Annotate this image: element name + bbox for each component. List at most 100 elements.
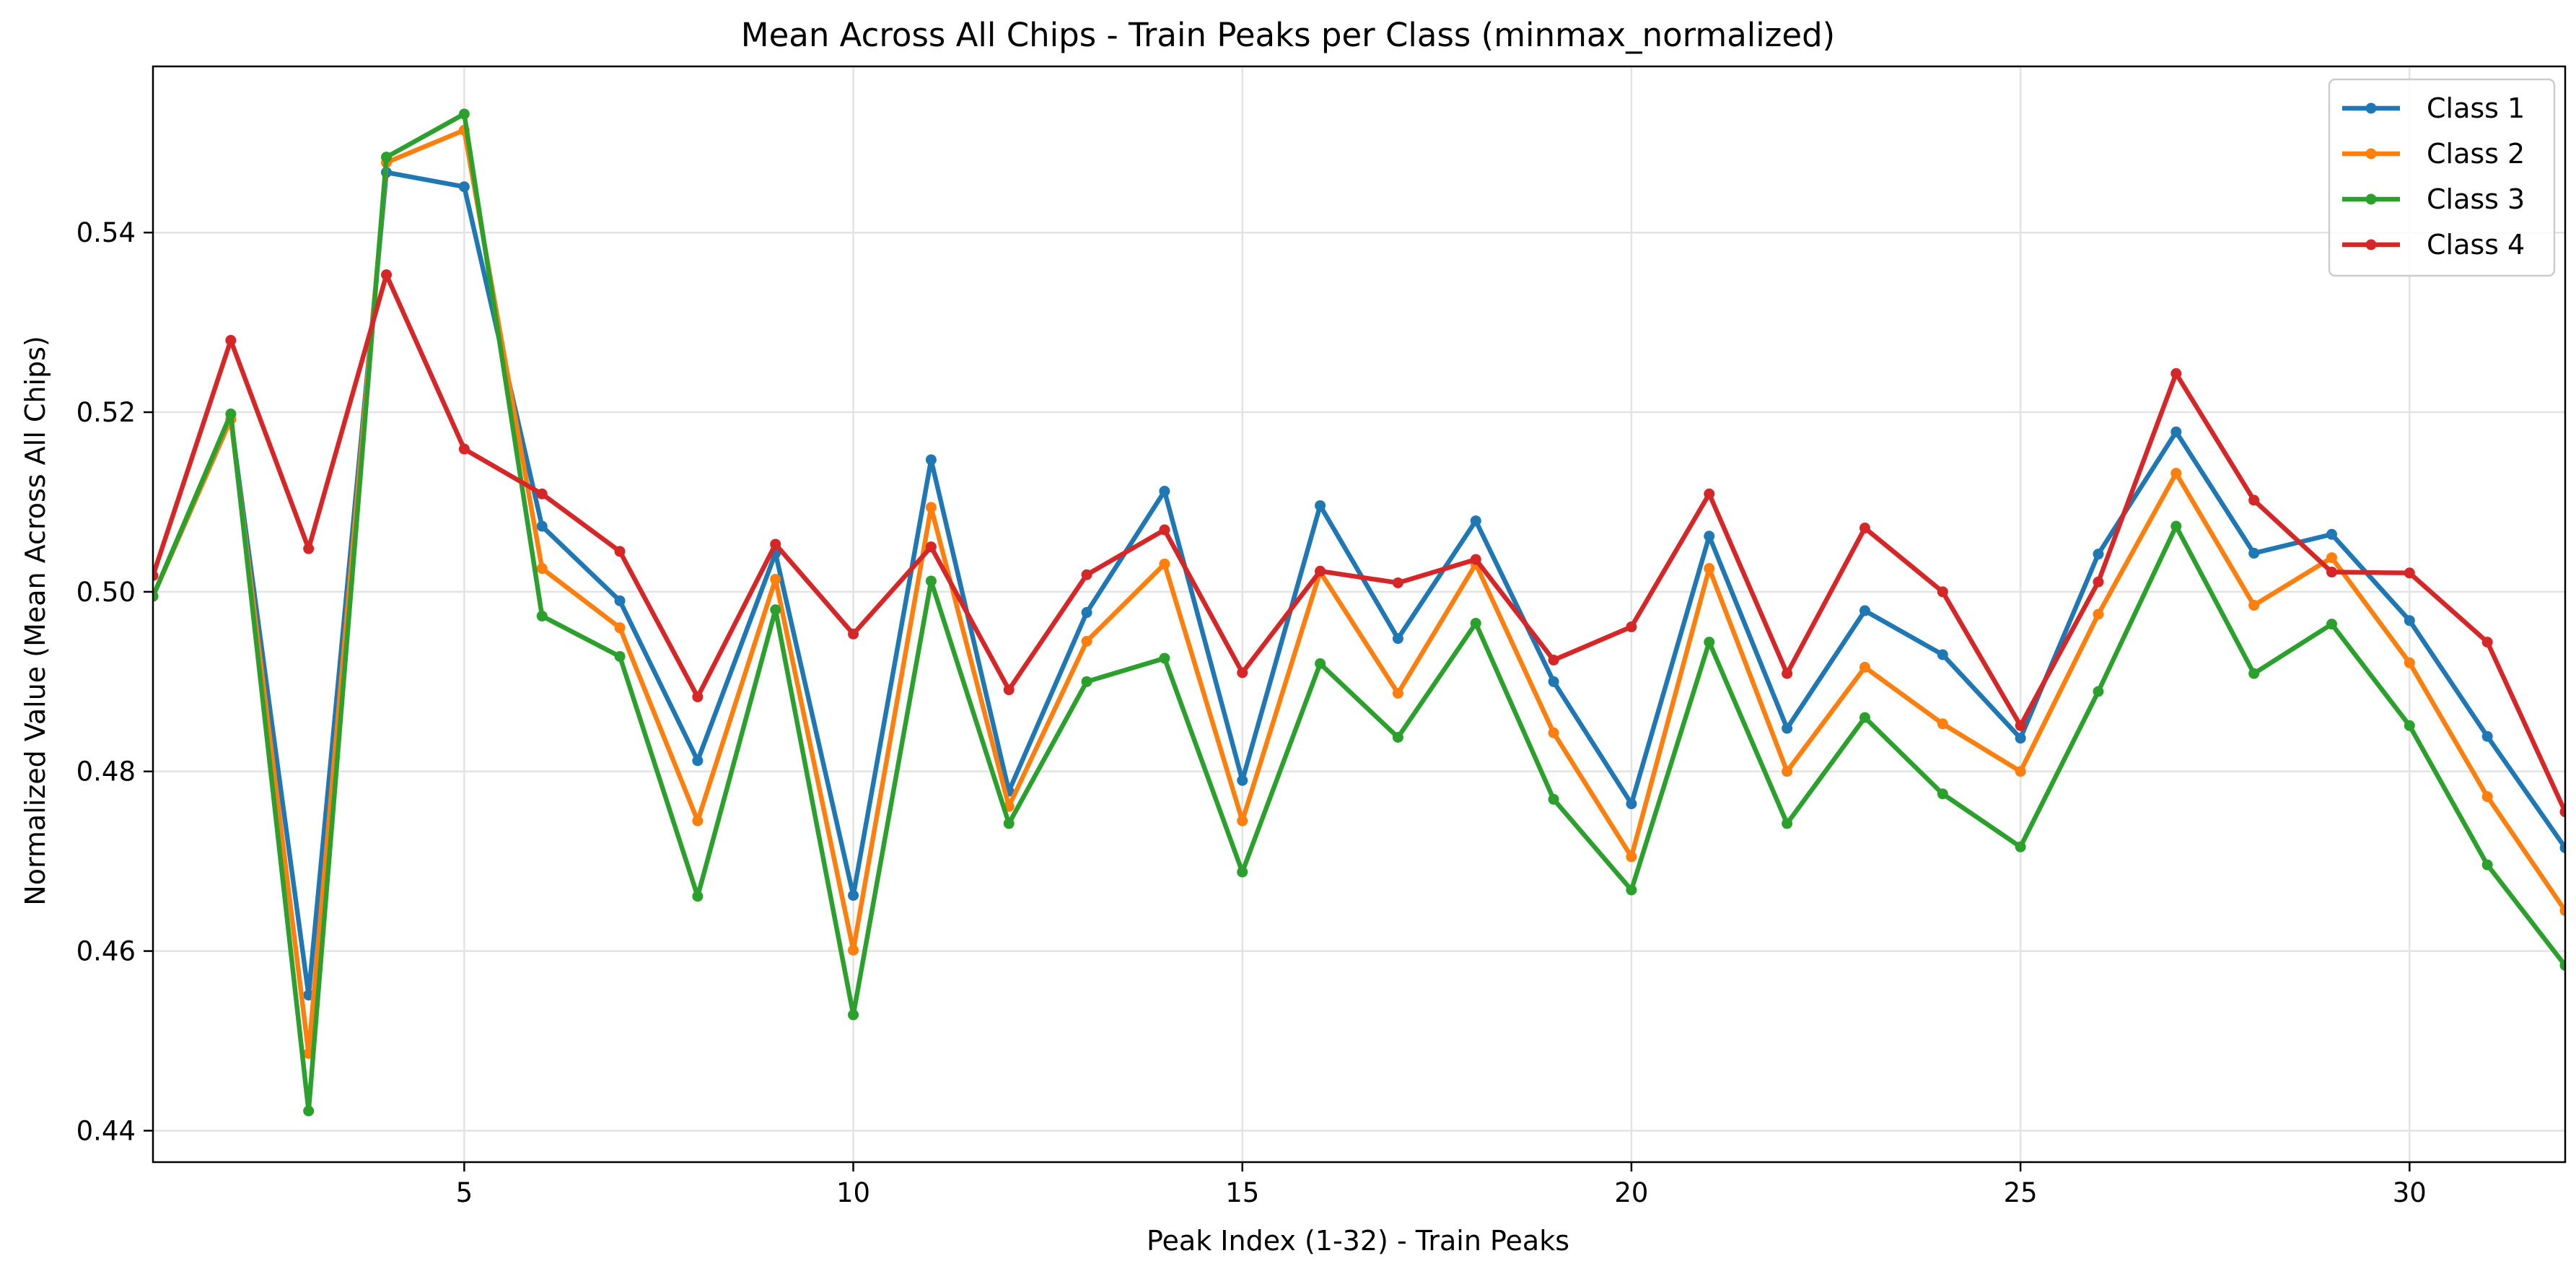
series-line (153, 170, 2565, 998)
data-point (2559, 806, 2565, 818)
data-point (1704, 637, 1715, 648)
data-point (1470, 617, 1481, 629)
data-point (1392, 731, 1403, 743)
data-point (1626, 798, 1637, 810)
data-point (848, 628, 859, 640)
y-tick-label: 0.44 (76, 1115, 136, 1146)
data-point (2326, 552, 2337, 564)
data-point (614, 622, 626, 634)
legend-swatch-marker (2365, 193, 2377, 205)
data-point (925, 541, 937, 553)
data-point (1937, 788, 1948, 800)
data-point (1859, 712, 1870, 723)
data-point (2248, 668, 2260, 679)
legend-item: Class 2 (2342, 138, 2525, 170)
data-point (1081, 569, 1092, 580)
data-point (925, 575, 937, 587)
data-point (1003, 684, 1015, 696)
data-point (2404, 720, 2415, 731)
data-point (1548, 793, 1559, 805)
data-point (1392, 577, 1403, 588)
data-point (1626, 851, 1637, 863)
data-point (1782, 668, 1793, 679)
data-point (458, 443, 470, 455)
data-point (2015, 720, 2026, 731)
data-point (2093, 549, 2104, 560)
data-point (770, 538, 781, 550)
data-point (2326, 567, 2337, 578)
data-point (1782, 818, 1793, 829)
data-point (1548, 654, 1559, 666)
data-point (1159, 524, 1170, 536)
x-axis-label: Peak Index (1-32) - Train Peaks (1147, 1225, 1569, 1257)
data-point (1782, 723, 1793, 734)
data-point (1315, 658, 1326, 669)
data-point (225, 409, 237, 420)
data-point (2093, 576, 2104, 588)
data-point (1626, 884, 1637, 896)
data-point (458, 181, 470, 193)
data-point (1159, 558, 1170, 570)
data-point (2326, 528, 2337, 540)
data-point (1704, 488, 1715, 499)
y-tick-label: 0.50 (76, 577, 136, 608)
data-point (1392, 633, 1403, 645)
data-point (1081, 607, 1092, 619)
data-point (848, 889, 859, 901)
data-point (1159, 653, 1170, 664)
data-point (614, 546, 626, 557)
data-point (1237, 775, 1248, 786)
chart-title: Mean Across All Chips - Train Peaks per … (741, 16, 1835, 54)
data-point (1237, 866, 1248, 878)
data-point (381, 269, 393, 281)
data-point (848, 1009, 859, 1021)
data-point (1859, 605, 1870, 616)
x-axis-ticks: 5 10 15 20 25 30 (456, 1162, 2427, 1208)
data-point (2481, 730, 2493, 742)
data-point (1392, 687, 1403, 699)
data-point (2481, 859, 2493, 871)
x-tick-label: 10 (836, 1177, 870, 1208)
data-point (1470, 554, 1481, 565)
data-point (1159, 486, 1170, 497)
data-point (2481, 791, 2493, 803)
legend-item: Class 4 (2342, 229, 2525, 261)
data-point (1470, 515, 1481, 527)
data-point (2404, 657, 2415, 668)
data-point (692, 815, 704, 826)
y-axis-ticks: 0.44 0.46 0.48 0.50 0.52 0.54 (76, 217, 153, 1146)
data-point (1937, 586, 1948, 598)
data-point (153, 570, 159, 581)
data-point (2170, 520, 2182, 532)
data-point (2170, 468, 2182, 479)
data-point (614, 595, 626, 606)
data-point (692, 755, 704, 767)
data-point (925, 454, 937, 466)
x-tick-label: 25 (2004, 1177, 2038, 1208)
data-point (2170, 426, 2182, 437)
data-point (1859, 523, 1870, 534)
data-point (2093, 686, 2104, 697)
data-point (692, 891, 704, 902)
data-point (770, 604, 781, 616)
x-tick-label: 20 (1614, 1177, 1648, 1208)
series-1 (153, 167, 2565, 1001)
data-point (2015, 733, 2026, 744)
data-point (2326, 619, 2337, 630)
data-point (536, 520, 548, 532)
data-point (770, 573, 781, 585)
legend-label: Class 1 (2427, 92, 2525, 124)
data-point (1081, 635, 1092, 647)
legend-label: Class 3 (2427, 183, 2525, 215)
data-point (848, 944, 859, 956)
series-group (153, 108, 2565, 1117)
legend-label: Class 4 (2427, 229, 2525, 261)
y-tick-label: 0.46 (76, 936, 136, 967)
legend-item: Class 1 (2342, 92, 2525, 124)
y-tick-label: 0.52 (76, 397, 136, 428)
data-point (536, 563, 548, 575)
series-line (153, 128, 2565, 1056)
data-point (1237, 667, 1248, 679)
